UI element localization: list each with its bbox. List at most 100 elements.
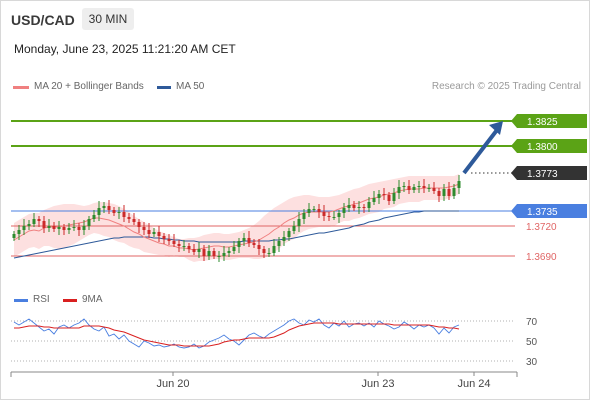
- candle-body: [442, 189, 446, 196]
- candle-body: [232, 247, 236, 251]
- candle-body: [122, 212, 126, 217]
- candle-body: [72, 227, 76, 228]
- candle-body: [327, 216, 331, 217]
- level-label-1.3735: 1.3735: [527, 207, 558, 218]
- candle-body: [212, 251, 216, 256]
- candle-body: [62, 227, 66, 230]
- level-label-box-1.3735: [517, 204, 587, 218]
- candle-body: [447, 189, 451, 196]
- level-label-box-1.3773: [517, 166, 587, 180]
- candle-body: [352, 205, 356, 208]
- rsi-ma-line: [14, 322, 460, 347]
- candle-body: [117, 212, 121, 213]
- level-label-1.3690: 1.3690: [526, 252, 557, 263]
- candle-body: [332, 217, 336, 218]
- rsi-legend-swatch: [14, 299, 28, 302]
- x-tick-label: Jun 24: [457, 378, 490, 390]
- candle-body: [162, 236, 166, 239]
- candle-body: [92, 215, 96, 219]
- currency-pair-title: USD/CAD: [11, 12, 75, 28]
- candle-body: [202, 249, 206, 256]
- candle-body: [87, 219, 91, 226]
- candle-body: [57, 227, 61, 229]
- candle-body: [337, 213, 341, 217]
- candle-body: [227, 251, 231, 253]
- level-label-1.3825: 1.3825: [527, 117, 558, 128]
- level-label-pointer-1.3773: [511, 166, 517, 180]
- candle-body: [82, 226, 86, 230]
- candle-body: [307, 209, 311, 213]
- candle-body: [412, 187, 416, 190]
- candle-body: [192, 249, 196, 252]
- candle-body: [167, 239, 171, 241]
- candle-body: [107, 206, 111, 210]
- ma50-legend-swatch: [157, 86, 171, 89]
- candle-body: [157, 232, 161, 236]
- candle-body: [407, 186, 411, 190]
- legend-ma50: MA 50: [176, 81, 205, 92]
- candle-body: [342, 208, 346, 213]
- candle-body: [457, 181, 461, 188]
- level-label-pointer-1.3735: [511, 204, 517, 218]
- candle-body: [97, 208, 101, 215]
- ma20-legend-swatch: [13, 86, 29, 89]
- candle-body: [42, 221, 46, 228]
- candle-body: [182, 246, 186, 247]
- candle-body: [452, 188, 456, 196]
- candle-body: [52, 226, 56, 229]
- level-label-1.3773: 1.3773: [527, 169, 558, 180]
- rsi-tick-label: 70: [526, 317, 538, 328]
- candle-body: [422, 186, 426, 188]
- candle-body: [382, 194, 386, 195]
- candle-body: [357, 207, 361, 208]
- candle-body: [427, 188, 431, 189]
- candle-body: [437, 191, 441, 196]
- candle-body: [432, 188, 436, 191]
- candle-body: [372, 198, 376, 202]
- candle-body: [397, 187, 401, 193]
- candle-body: [112, 210, 116, 213]
- candle-body: [102, 206, 106, 208]
- legend-rsi: RSI: [33, 294, 50, 305]
- candle-body: [32, 219, 36, 224]
- candle-body: [37, 219, 41, 221]
- timeframe-badge[interactable]: 30 MIN: [82, 8, 134, 30]
- candle-body: [132, 219, 136, 222]
- candle-body: [172, 241, 176, 244]
- candle-body: [402, 186, 406, 187]
- legend-rsi-ma: 9MA: [82, 294, 103, 305]
- candle-body: [127, 217, 131, 219]
- x-tick-label: Jun 23: [361, 378, 394, 390]
- candle-body: [222, 253, 226, 256]
- rsi-line: [13, 318, 460, 349]
- candle-body: [237, 241, 241, 247]
- candle-body: [22, 226, 26, 230]
- level-label-pointer-1.3825: [511, 114, 517, 128]
- candle-body: [147, 230, 151, 234]
- candle-body: [142, 227, 146, 230]
- candle-body: [287, 231, 291, 237]
- level-label-1.3800: 1.3800: [527, 142, 558, 153]
- level-label-box-1.3825: [517, 114, 587, 128]
- candle-body: [47, 226, 51, 228]
- candle-body: [297, 219, 301, 226]
- candle-body: [12, 234, 16, 238]
- level-label-pointer-1.3800: [511, 139, 517, 153]
- candle-body: [242, 238, 246, 241]
- candle-body: [152, 232, 156, 234]
- rsi-tick-label: 50: [526, 337, 538, 348]
- candle-body: [377, 194, 381, 198]
- candle-body: [67, 228, 71, 230]
- candle-body: [137, 222, 141, 227]
- rsi-ma-legend-swatch: [63, 299, 77, 302]
- candle-body: [387, 195, 391, 201]
- level-label-box-1.3800: [517, 139, 587, 153]
- candle-body: [392, 193, 396, 201]
- candle-body: [257, 245, 261, 249]
- candle-body: [197, 249, 201, 252]
- candle-body: [322, 212, 326, 216]
- candle-body: [317, 209, 321, 212]
- candle-body: [362, 207, 366, 208]
